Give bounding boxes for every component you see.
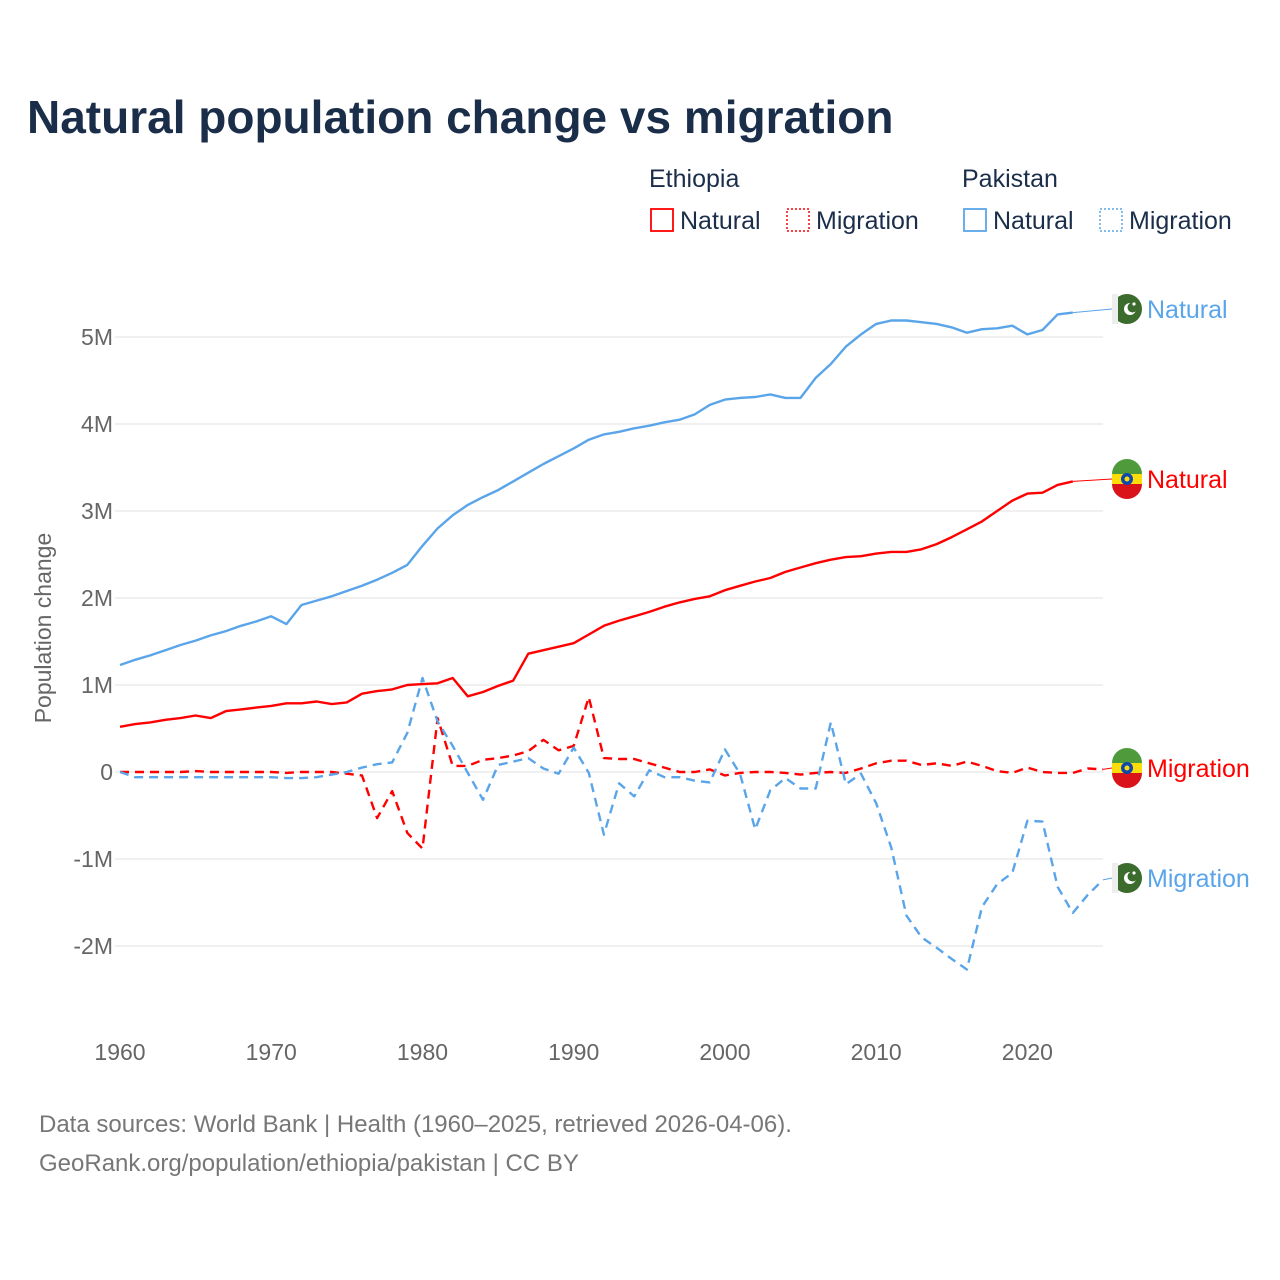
series-line-pakistan-natural xyxy=(119,311,1073,667)
x-tick-label: 2020 xyxy=(1002,1039,1053,1065)
y-axis-label: Population change xyxy=(30,533,56,724)
y-tick-label: -1M xyxy=(73,846,113,872)
label-connector xyxy=(1102,877,1113,881)
legend-group-pakistan: Pakistan xyxy=(962,165,1058,193)
y-tick-label: 2M xyxy=(81,585,113,611)
legend-swatch-pakistan-natural xyxy=(963,208,987,232)
ethiopia-flag-icon xyxy=(1112,459,1142,474)
x-tick-label: 1990 xyxy=(548,1039,599,1065)
flag-stripe xyxy=(1112,773,1142,788)
x-tick-label: 1960 xyxy=(94,1039,145,1065)
y-axis-ticks: -2M -1M 0 1M 2M 3M 4M 5M xyxy=(73,324,113,959)
series-line-pakistan-migration xyxy=(119,676,1104,971)
label-connector xyxy=(1102,767,1113,770)
source-line-1: Data sources: World Bank | Health (1960–… xyxy=(39,1111,792,1138)
series-line-ethiopia-migration xyxy=(120,696,1104,850)
y-tick-label: -2M xyxy=(73,933,113,959)
end-label-pakistan-migration: Migration xyxy=(1147,865,1250,893)
y-tick-label: 3M xyxy=(81,498,113,524)
legend-swatch-ethiopia-migration xyxy=(786,208,810,232)
ethiopia-flag-icon xyxy=(1112,748,1142,763)
flag-stripe xyxy=(1112,863,1118,893)
source-line-2[interactable]: GeoRank.org/population/ethiopia/pakistan… xyxy=(39,1150,579,1177)
legend-swatch-pakistan-migration xyxy=(1099,208,1123,232)
y-tick-label: 5M xyxy=(81,324,113,350)
legend-swatch-ethiopia-natural xyxy=(650,208,674,232)
legend-label-ethiopia-natural[interactable]: Natural xyxy=(680,207,761,235)
series-lines xyxy=(119,308,1113,971)
legend-label-ethiopia-migration[interactable]: Migration xyxy=(816,207,919,235)
y-tick-label: 1M xyxy=(81,672,113,698)
legend: Ethiopia Natural Migration Pakistan Natu… xyxy=(649,165,1232,235)
legend-label-pakistan-migration[interactable]: Migration xyxy=(1129,207,1232,235)
label-connector xyxy=(1072,308,1113,314)
series-line-ethiopia-natural xyxy=(119,480,1074,728)
flag-stripe xyxy=(1112,484,1142,499)
star-icon xyxy=(1132,871,1136,875)
y-tick-label: 4M xyxy=(81,411,113,437)
x-tick-label: 1980 xyxy=(397,1039,448,1065)
gridlines xyxy=(115,336,1103,947)
end-label-ethiopia-migration: Migration xyxy=(1147,755,1250,783)
x-axis-ticks: 1960 1970 1980 1990 2000 2010 2020 xyxy=(94,1039,1053,1065)
label-connector xyxy=(1072,478,1113,482)
star-icon xyxy=(1132,302,1136,306)
star-icon xyxy=(1124,765,1130,771)
x-tick-label: 2010 xyxy=(851,1039,902,1065)
star-icon xyxy=(1124,476,1130,482)
x-tick-label: 1970 xyxy=(246,1039,297,1065)
legend-label-pakistan-natural[interactable]: Natural xyxy=(993,207,1074,235)
flag-stripe xyxy=(1112,294,1118,324)
chart-title: Natural population change vs migration xyxy=(27,91,893,143)
legend-group-ethiopia: Ethiopia xyxy=(649,165,739,193)
y-tick-label: 0 xyxy=(100,759,113,785)
end-label-ethiopia-natural: Natural xyxy=(1147,466,1228,494)
x-tick-label: 2000 xyxy=(699,1039,750,1065)
end-labels: Natural Natural Migration Migration xyxy=(1112,294,1250,893)
end-label-pakistan-natural: Natural xyxy=(1147,296,1228,324)
